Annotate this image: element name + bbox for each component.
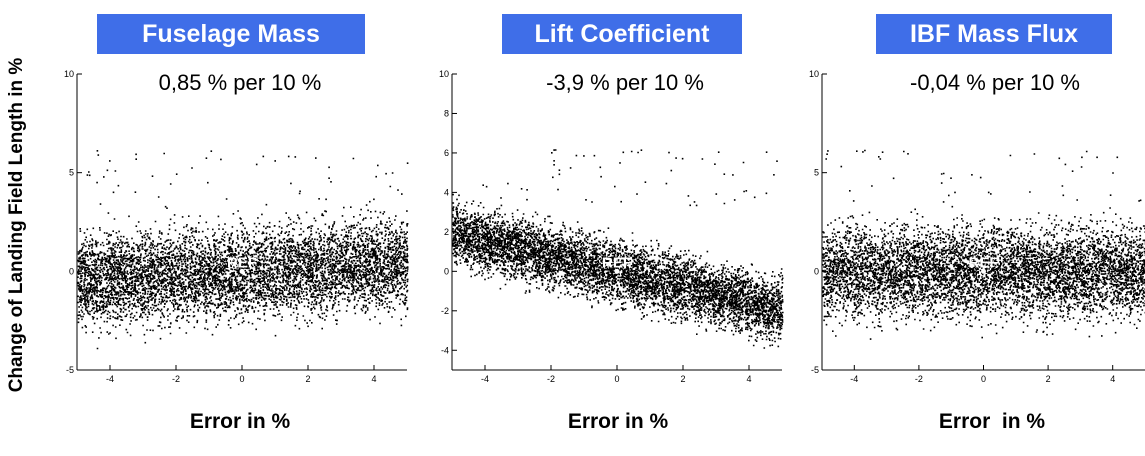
y-tick-label: 8 xyxy=(444,108,449,118)
x-tick-label: -2 xyxy=(547,374,555,384)
panel-fuselage-mass: Fuselage Mass 0,85 % per 10 % -5 0 5 10 -4 -2… xyxy=(0,0,420,456)
x-tick-label: 2 xyxy=(680,374,685,384)
scatter-point-cloud xyxy=(77,150,409,350)
x-tick-label: -2 xyxy=(915,374,923,384)
x-tick-label: -4 xyxy=(481,374,489,384)
chart-subtitle: 0,85 % per 10 % xyxy=(158,70,322,95)
reference-point-label: REF xyxy=(969,254,999,271)
panel-ibf-mass-flux: IBF Mass Flux -0,04 % per 10 % -5 0 5 10 -4-… xyxy=(800,0,1145,456)
y-tick-label: 4 xyxy=(444,187,449,197)
y-tick-label: -4 xyxy=(441,345,449,355)
chart-title: IBF Mass Flux xyxy=(876,14,1112,54)
x-tick-label: -2 xyxy=(172,374,180,384)
x-tick-label: 4 xyxy=(746,374,751,384)
y-tick-label: 5 xyxy=(69,168,74,178)
reference-point xyxy=(614,268,620,274)
y-tick-label: 0 xyxy=(69,266,74,276)
y-tick-label: 5 xyxy=(814,168,819,178)
y-tick-label: -2 xyxy=(441,306,449,316)
scatter-points xyxy=(77,150,409,350)
scatter-point-cloud xyxy=(822,149,1145,340)
scatter-plot-ibf-mass-flux: -5 0 5 10 -4 -2 0 2 4 REF xyxy=(809,69,1145,384)
scatter-points xyxy=(822,149,1145,340)
y-tick-label: -5 xyxy=(811,365,819,375)
x-axis-label: Error in % xyxy=(938,410,1046,433)
reference-point-label: REF xyxy=(602,254,632,271)
chart-title: Lift Coefficient xyxy=(502,14,742,54)
x-tick-label: -4 xyxy=(106,374,114,384)
x-tick-label: -4 xyxy=(850,374,858,384)
x-tick-label: 0 xyxy=(239,374,244,384)
reference-point xyxy=(981,268,986,274)
y-tick-label: -5 xyxy=(66,365,74,375)
x-tick-label: 0 xyxy=(614,374,619,384)
reference-point-label: REF xyxy=(227,254,257,271)
x-axis-label: Error in % xyxy=(567,410,669,433)
chart-subtitle: -3,9 % per 10 % xyxy=(546,70,704,95)
y-tick-label: 2 xyxy=(444,227,449,237)
x-tick-label: 2 xyxy=(305,374,310,384)
y-tick-label: 6 xyxy=(444,148,449,158)
y-tick-label: 10 xyxy=(809,69,819,79)
x-tick-label: 2 xyxy=(1046,374,1051,384)
scatter-points xyxy=(452,149,784,349)
scatter-point-cloud xyxy=(452,149,784,349)
reference-point xyxy=(239,268,245,274)
x-tick-label: 0 xyxy=(981,374,986,384)
y-tick-label: 10 xyxy=(439,69,449,79)
y-tick-label: 0 xyxy=(444,266,449,276)
y-tick-label: 10 xyxy=(64,69,74,79)
x-tick-label: 4 xyxy=(371,374,376,384)
x-axis-label: Error in % xyxy=(189,410,291,433)
scatter-plot-fuselage-mass: -5 0 5 10 -4 -2 0 2 4 REF xyxy=(64,69,409,384)
y-tick-label: 0 xyxy=(814,266,819,276)
x-tick-label: 4 xyxy=(1110,374,1115,384)
panel-lift-coefficient: Lift Coefficient -3,9 % per 10 % -4 -2 0 2 4… xyxy=(420,0,800,456)
chart-title: Fuselage Mass xyxy=(97,14,365,54)
chart-subtitle: -0,04 % per 10 % xyxy=(910,70,1080,95)
scatter-plot-lift-coefficient: -4 -2 0 2 4 6 8 10 -4 -2 0 2 4 REF xyxy=(439,69,784,384)
